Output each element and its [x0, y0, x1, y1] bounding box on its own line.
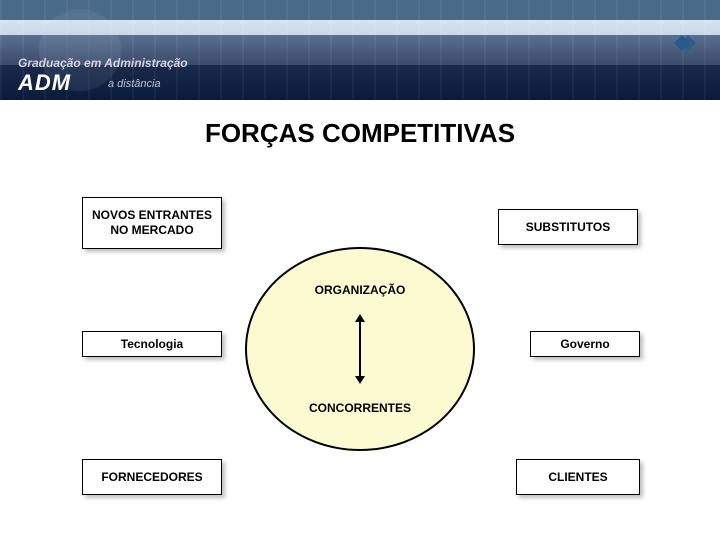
header-subtitle: a distância: [108, 78, 161, 90]
box-label: CLIENTES: [548, 470, 607, 485]
label-concorrentes: CONCORRENTES: [300, 401, 420, 415]
arrow-down-icon: [355, 376, 365, 384]
box-label: NOVOS ENTRANTES NO MERCADO: [89, 208, 215, 238]
slide-header: Graduação em Administração ADM a distânc…: [0, 0, 720, 100]
box-label: SUBSTITUTOS: [526, 220, 610, 235]
box-governo: Governo: [530, 331, 640, 357]
box-label: Governo: [560, 337, 609, 352]
box-tecnologia: Tecnologia: [82, 331, 222, 357]
box-fornecedores: FORNECEDORES: [82, 459, 222, 495]
arrow-up-icon: [355, 314, 365, 322]
header-adm-logo-text: ADM: [18, 70, 71, 96]
box-label: Tecnologia: [121, 337, 183, 352]
label-organizacao: ORGANIZAÇÃO: [300, 283, 420, 297]
box-novos-entrantes: NOVOS ENTRANTES NO MERCADO: [82, 197, 222, 249]
slide-title: FORÇAS COMPETITIVAS: [0, 118, 720, 149]
box-clientes: CLIENTES: [516, 459, 640, 495]
forces-diagram: ORGANIZAÇÃO CONCORRENTES NOVOS ENTRANTES…: [0, 159, 720, 539]
box-substitutos: SUBSTITUTOS: [498, 209, 638, 245]
arrow-line: [359, 322, 361, 376]
header-diamond-icon: [666, 32, 698, 54]
header-program-line: Graduação em Administração: [18, 56, 188, 70]
box-label: FORNECEDORES: [101, 470, 202, 485]
